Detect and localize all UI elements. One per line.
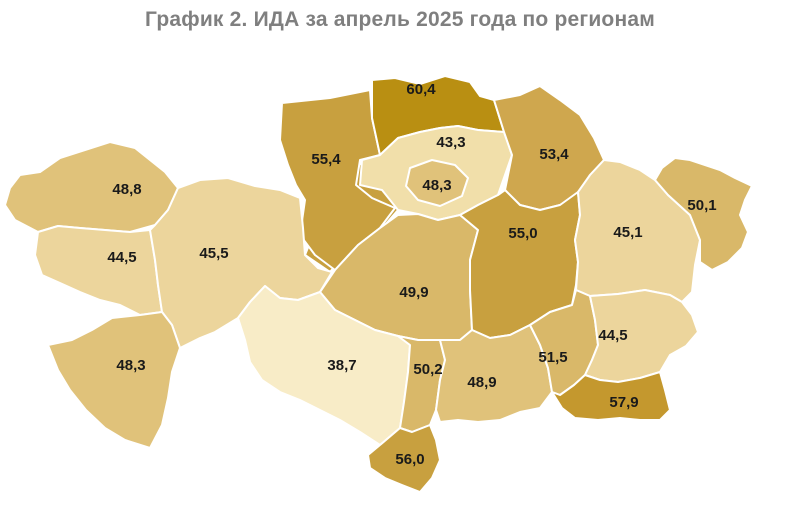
map-title: График 2. ИДА за апрель 2025 года по рег…	[145, 8, 655, 31]
label-kostanay: 55,4	[311, 151, 341, 168]
label-akmola: 43,3	[436, 134, 465, 151]
region-west-kazakhstan	[4, 141, 179, 233]
label-pavlodar: 53,4	[539, 146, 569, 163]
label-almaty-city: 57,9	[609, 394, 638, 411]
label-abai: 45,1	[613, 224, 642, 241]
label-zhetysu: 44,5	[598, 327, 627, 344]
label-almaty-region: 51,5	[538, 349, 567, 366]
label-zhambyl: 48,9	[467, 374, 496, 391]
label-turkestan: 50,2	[413, 361, 442, 378]
label-north-kazakhstan: 60,4	[406, 81, 436, 98]
label-atyrau: 44,5	[107, 249, 136, 266]
region-zhambyl	[435, 324, 553, 423]
label-east-kazakhstan: 50,1	[687, 197, 716, 214]
label-ulytau: 49,9	[399, 284, 428, 301]
label-west-kazakhstan: 48,8	[112, 181, 141, 198]
region-astana	[405, 159, 469, 207]
region-zhetysu	[584, 289, 699, 383]
region-shymkent	[367, 424, 441, 493]
label-shymkent: 56,0	[395, 451, 424, 468]
region-east-kazakhstan	[654, 157, 753, 271]
label-astana: 48,3	[422, 177, 451, 194]
label-aktobe: 45,5	[199, 245, 228, 262]
label-karaganda: 55,0	[508, 225, 537, 242]
label-mangystau: 48,3	[116, 357, 145, 374]
region-mangystau	[47, 311, 181, 449]
region-almaty-city	[551, 371, 671, 421]
region-atyrau	[34, 225, 163, 316]
label-kyzylorda: 38,7	[327, 357, 356, 374]
region-abai	[574, 159, 701, 303]
value-labels: 60,4 55,4 43,3 48,3 53,4 48,8 44,5 45,5 …	[107, 81, 716, 468]
